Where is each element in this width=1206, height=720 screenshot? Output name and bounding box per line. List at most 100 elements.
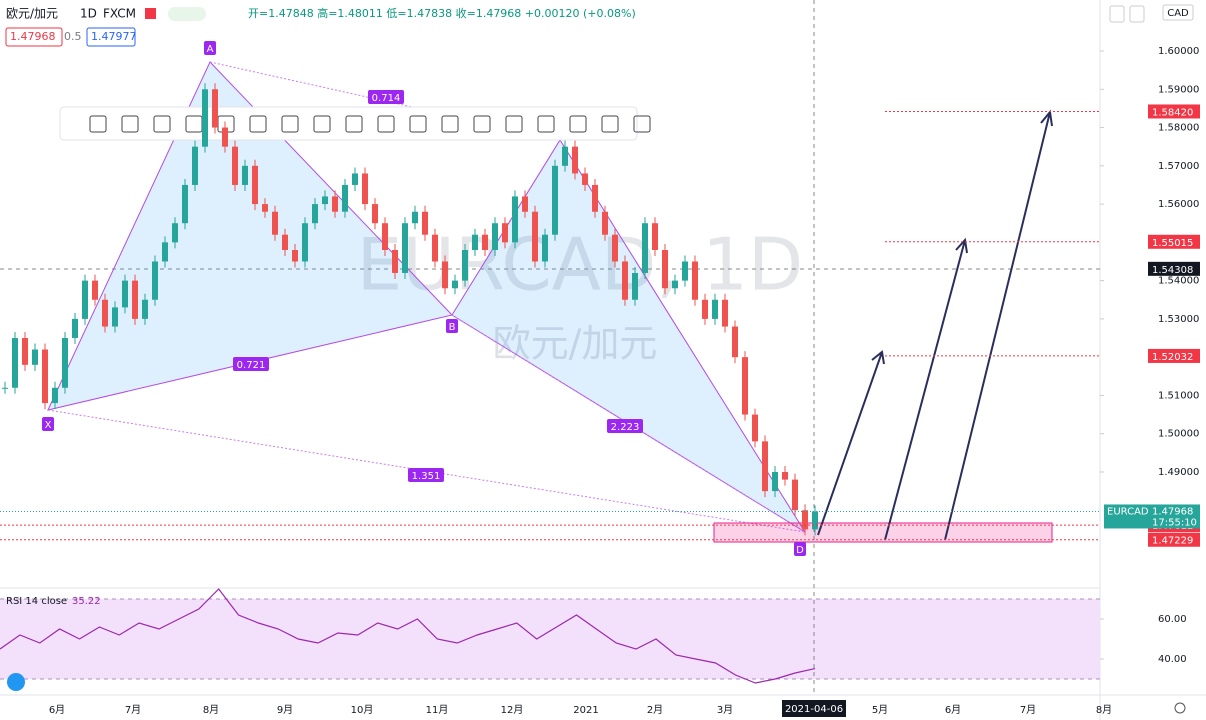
settings-icon[interactable] <box>1174 702 1186 714</box>
symbol: 欧元/加元 <box>6 7 58 21</box>
tool-icon[interactable] <box>601 115 619 133</box>
tool-icon[interactable] <box>633 115 651 133</box>
ohlc: 开=1.47848 高=1.48011 低=1.47838 收=1.47968 … <box>248 6 636 20</box>
rsi-value: 35.22 <box>72 596 101 607</box>
tool-icon[interactable] <box>121 115 139 133</box>
time-label: 8月 <box>203 704 219 716</box>
price-label: 1.49000 <box>1158 467 1199 478</box>
candle <box>762 441 768 492</box>
time-label: 5月 <box>872 704 888 716</box>
price-label: 1.56000 <box>1158 199 1199 210</box>
time-label: 8月 <box>1096 704 1112 716</box>
candle <box>812 511 818 530</box>
candle <box>602 211 608 235</box>
time-label: 9月 <box>277 704 293 716</box>
tool-icon[interactable] <box>537 115 555 133</box>
status-pill <box>168 7 206 21</box>
pattern-point-bg <box>42 417 54 431</box>
candle <box>732 326 738 358</box>
watermark-name: 欧元/加元 <box>493 322 658 366</box>
currency[interactable]: CAD <box>1167 8 1189 19</box>
tool-icon[interactable] <box>441 115 459 133</box>
candle <box>482 234 488 251</box>
bid-box <box>5 27 63 47</box>
candle <box>372 204 378 224</box>
candle <box>642 223 648 273</box>
tool-icon[interactable] <box>569 115 587 133</box>
candle <box>442 261 448 289</box>
button[interactable] <box>1109 5 1125 23</box>
candle <box>22 338 28 365</box>
tool-icon[interactable] <box>377 115 395 133</box>
candle <box>292 250 298 262</box>
button[interactable] <box>1129 5 1145 23</box>
price-tag-bg <box>1148 348 1200 363</box>
candle <box>562 146 568 166</box>
candle <box>542 234 548 262</box>
candle <box>722 299 728 327</box>
ratio-bg <box>368 90 404 104</box>
candle <box>102 299 108 327</box>
time-label: 3月 <box>717 704 733 716</box>
price-tag: 1.55015 <box>1152 238 1193 249</box>
last-price: 1.47968 <box>1152 506 1193 517</box>
tool-icon[interactable] <box>345 115 363 133</box>
tool-icon[interactable] <box>249 115 267 133</box>
tool-icon[interactable] <box>281 115 299 133</box>
pattern-point: A <box>207 44 214 55</box>
candle <box>62 338 68 388</box>
candle <box>252 165 258 205</box>
rsi-tick-label: 60.00 <box>1158 614 1187 625</box>
tool-icon[interactable] <box>473 115 491 133</box>
candle <box>402 223 408 273</box>
currency-box[interactable] <box>1162 4 1194 21</box>
rsi-tick-label: 40.00 <box>1158 654 1187 665</box>
last-symbol: EURCAD <box>1107 506 1149 517</box>
candle <box>652 223 658 251</box>
candle <box>302 223 308 262</box>
tool-icon[interactable] <box>89 115 107 133</box>
pattern-point: X <box>45 420 52 431</box>
price-tag: 1.47229 <box>1152 536 1193 547</box>
candle <box>632 272 638 300</box>
candle <box>322 196 328 205</box>
tool-icon[interactable] <box>313 115 331 133</box>
ratio-label: 0.714 <box>372 93 401 104</box>
candle <box>182 184 188 224</box>
candle <box>522 196 528 212</box>
price-tag-bg <box>1148 532 1200 547</box>
tool-icon[interactable] <box>505 115 523 133</box>
candle <box>742 357 748 415</box>
candle <box>802 510 808 530</box>
ratio-line <box>451 314 806 533</box>
candle <box>412 211 418 224</box>
candle <box>502 223 508 243</box>
candle <box>782 471 788 480</box>
rsi-line <box>0 588 816 684</box>
candle <box>12 338 18 388</box>
candle <box>52 387 58 404</box>
price-label: 1.50000 <box>1158 429 1199 440</box>
crosshair-tag: 1.54308 <box>1152 265 1193 276</box>
pattern-point-bg <box>446 319 458 333</box>
price-label: 1.60000 <box>1158 46 1199 57</box>
price-label: 1.54000 <box>1158 276 1199 287</box>
pattern-point-bg <box>794 542 806 556</box>
ratio-bg <box>233 357 269 371</box>
time-label: 7月 <box>125 704 141 716</box>
time-label: 2021 <box>573 705 598 716</box>
tool-icon[interactable] <box>409 115 427 133</box>
time-cursor-bg <box>782 700 846 717</box>
candle <box>432 234 438 262</box>
rsi-title: RSI 14 close <box>6 596 67 607</box>
candle <box>82 280 88 319</box>
candle <box>112 307 118 327</box>
candle <box>772 471 778 492</box>
candle <box>582 173 588 185</box>
bid: 1.47968 <box>10 30 56 43</box>
countdown: 17:55:10 <box>1152 517 1197 528</box>
ratio-bg <box>607 419 643 433</box>
candle <box>452 280 458 289</box>
tool-icon[interactable] <box>153 115 171 133</box>
candle <box>242 165 248 185</box>
